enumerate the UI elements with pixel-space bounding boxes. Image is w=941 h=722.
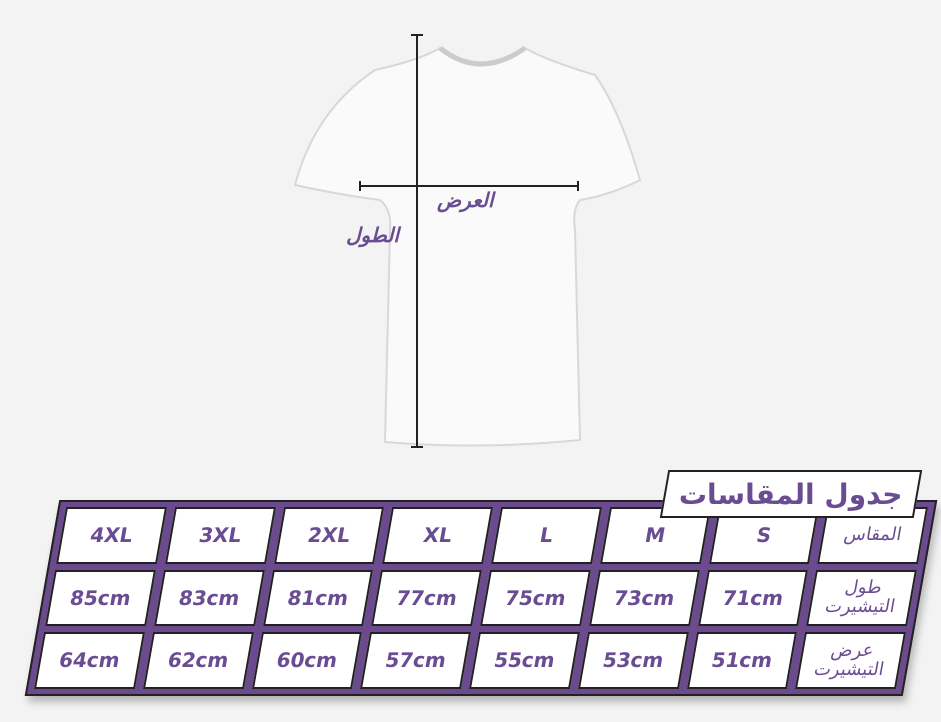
table-cell: 73cm: [588, 569, 700, 627]
table-cell: L: [491, 507, 602, 564]
table-cell: 60cm: [251, 632, 363, 690]
table-cell: 77cm: [371, 569, 482, 627]
table-cell: 53cm: [577, 632, 689, 690]
table-cell: 83cm: [153, 569, 265, 627]
width-label: العرض: [437, 188, 494, 212]
title-text: جدول المقاسات: [679, 477, 903, 511]
table-row: عرض التيشيرت 51cm 53cm 55cm 57cm 60cm 62cm 64cm: [33, 632, 906, 690]
size-chart-title: جدول المقاسات: [659, 470, 923, 518]
row-label: عرض التيشيرت: [795, 632, 906, 690]
size-chart-table: المقاس S M L XL 2XL 3XL 4XL طول التيشيرت 71cm 73cm…: [24, 500, 938, 696]
table-cell: 4XL: [56, 507, 167, 564]
table-cell: 85cm: [45, 569, 156, 627]
table-cell: 2XL: [273, 507, 385, 564]
row-label: طول التيشيرت: [806, 569, 917, 627]
table-cell: 55cm: [468, 632, 580, 690]
table-cell: 75cm: [480, 569, 591, 627]
table-cell: 81cm: [262, 569, 374, 627]
table-cell: 3XL: [164, 507, 276, 564]
table-cell: 71cm: [697, 569, 809, 627]
table-row: طول التيشيرت 71cm 73cm 75cm 77cm 81cm 83cm 85cm: [45, 569, 917, 627]
table-cell: 51cm: [686, 632, 798, 690]
table-cell: 57cm: [360, 632, 471, 690]
table-cell: XL: [382, 507, 494, 564]
length-label: الطول: [346, 223, 399, 247]
table-cell: 64cm: [33, 632, 145, 690]
table-cell: 62cm: [142, 632, 254, 690]
tshirt-image: [293, 34, 642, 448]
